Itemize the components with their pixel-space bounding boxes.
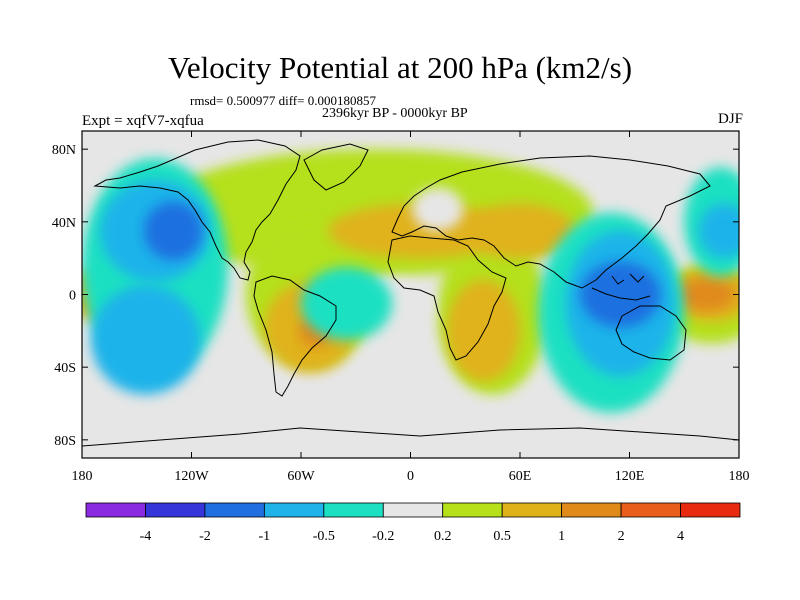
lat-tick-label: 40N — [52, 216, 76, 231]
contour-fill-layer — [82, 149, 739, 413]
colorbar-swatch — [620, 502, 681, 518]
contour-region--0.5 — [301, 267, 393, 340]
coastline-north-america — [93, 139, 301, 281]
colorbar-swatch — [145, 502, 206, 518]
colorbar-label: 4 — [677, 529, 684, 544]
colorbar-label: -4 — [140, 529, 152, 544]
colorbar-label: 0.2 — [434, 529, 452, 544]
lon-tick-label: 60E — [509, 469, 532, 484]
experiment-label: Expt = xqfV7-xqfua — [82, 113, 204, 129]
lon-tick-label: 0 — [407, 469, 414, 484]
axis-ticks: 180 120W 60W 0 60E 120E 180 80N 40N 0 40S 80S — [52, 131, 750, 484]
lat-tick-label: 40S — [54, 361, 76, 376]
coastline-eurasia — [391, 155, 711, 289]
contour-region-1 — [465, 203, 575, 259]
colorbar-swatch — [501, 502, 563, 518]
colorbar-swatch — [204, 502, 265, 518]
season-label: DJF — [717, 111, 743, 127]
colorbar: -4 -2 -1 -0.5 -0.2 0.2 0.5 1 2 4 — [85, 502, 741, 544]
colorbar-swatch — [561, 502, 622, 518]
colorbar-label: -1 — [259, 529, 271, 544]
coastline-south-america — [253, 275, 337, 397]
lon-tick-label: 180 — [729, 469, 750, 484]
colorbar-swatch — [680, 502, 741, 518]
colorbar-label: 1 — [558, 529, 565, 544]
period-label: 2396kyr BP - 0000kyr BP — [322, 106, 468, 121]
lon-tick-label: 180 — [72, 469, 93, 484]
colorbar-swatch — [323, 502, 384, 518]
lat-tick-label: 80S — [54, 434, 76, 449]
contour-region--1 — [91, 285, 201, 395]
colorbar-swatch — [85, 502, 146, 518]
contour-region--1 — [698, 203, 739, 259]
colorbar-label: 2 — [618, 529, 625, 544]
lon-tick-label: 60W — [287, 469, 315, 484]
coastlines — [82, 139, 739, 447]
colorbar-swatch — [263, 502, 325, 518]
coastline-indonesia — [591, 273, 651, 301]
colorbar-label: -2 — [199, 529, 211, 544]
contour-region-1 — [447, 279, 520, 382]
lon-tick-label: 120E — [615, 469, 645, 484]
coastline-africa — [387, 235, 507, 361]
coastline-australia — [615, 305, 687, 361]
coastline-greenland — [303, 143, 369, 191]
map-title: Velocity Potential at 200 hPa (km2/s) — [167, 50, 633, 85]
colorbar-label: -0.2 — [372, 529, 394, 544]
coastline-antarctica — [82, 427, 739, 447]
lat-tick-label: 80N — [52, 143, 76, 158]
lat-tick-label: 0 — [69, 289, 76, 304]
contour-region--2 — [580, 261, 661, 328]
colorbar-label: -0.5 — [313, 529, 335, 544]
contour-region--0.2 — [412, 187, 464, 231]
colorbar-swatch — [442, 502, 503, 518]
lon-tick-label: 120W — [174, 469, 209, 484]
rmsd-diff-stats: rmsd= 0.500977 diff= 0.000180857 — [190, 93, 376, 108]
contour-region-2 — [676, 278, 736, 311]
colorbar-swatch — [382, 502, 444, 518]
colorbar-label: 0.5 — [493, 529, 511, 544]
contour-region--2 — [144, 201, 203, 260]
